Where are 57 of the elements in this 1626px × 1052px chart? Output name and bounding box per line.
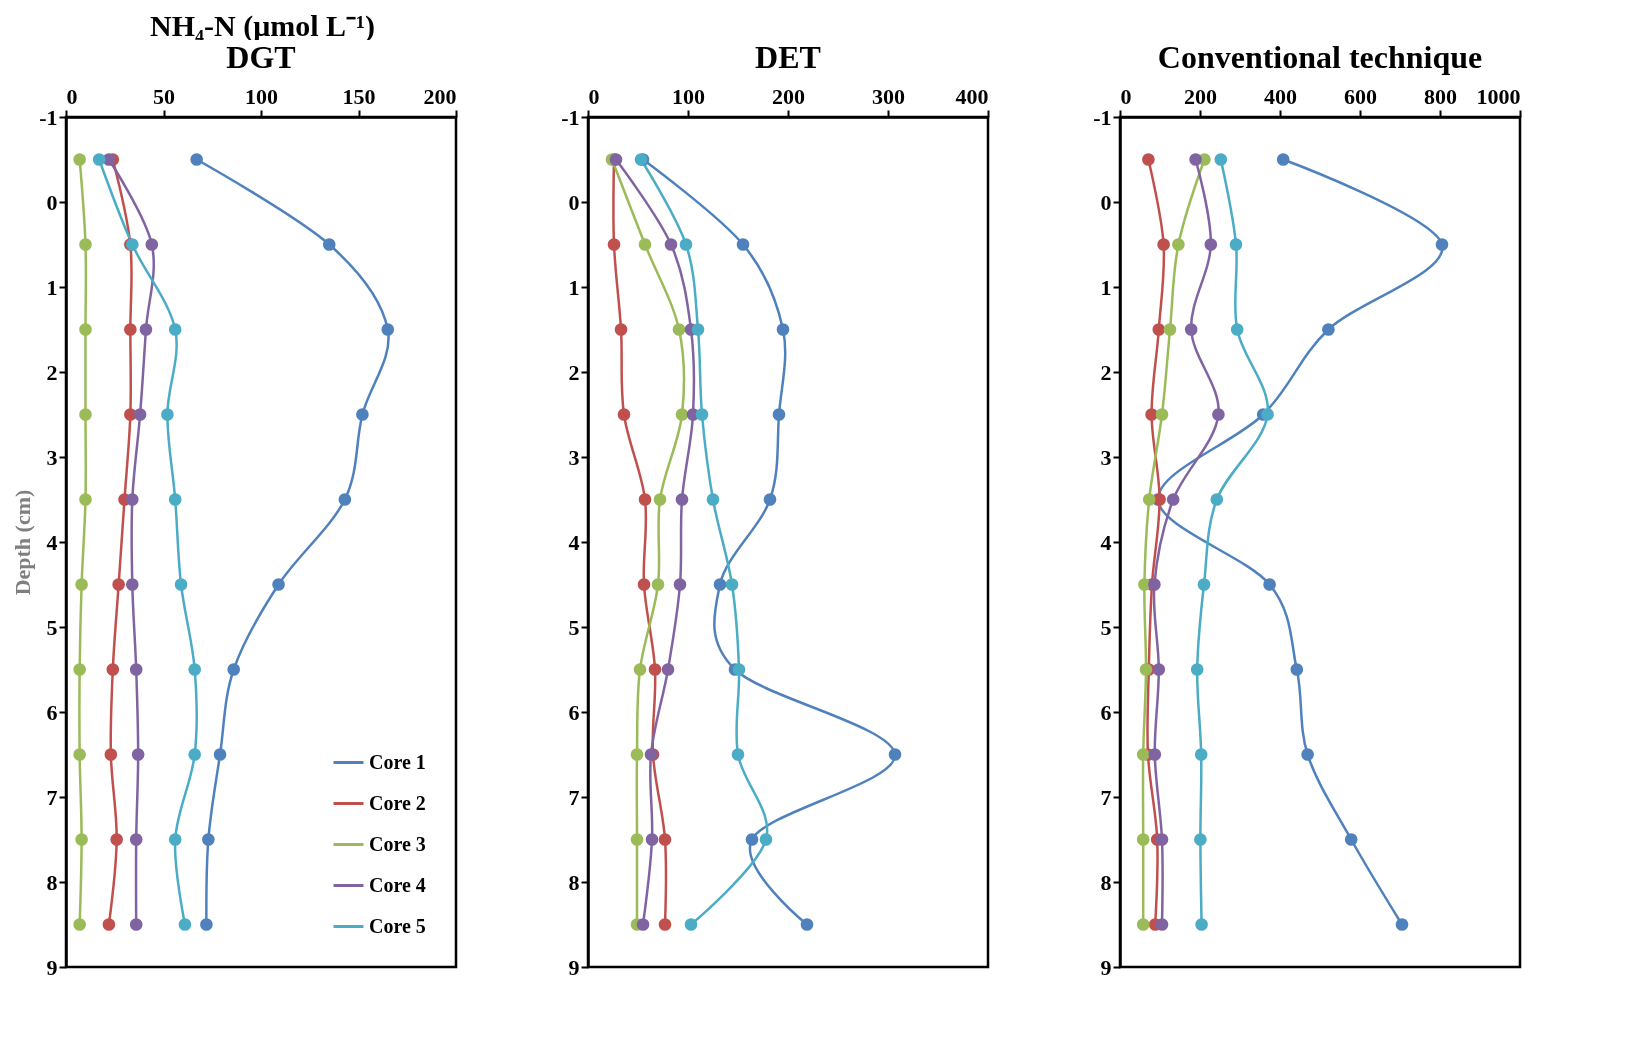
y-tick-label: 8 [568, 869, 580, 895]
y-tick-label: 1 [46, 274, 58, 300]
x-tick-label: 100 [672, 83, 705, 109]
chart-title: DET [755, 39, 821, 75]
y-tick-label: -1 [561, 104, 580, 130]
legend-label: Core 2 [369, 791, 426, 814]
legend-label: Core 4 [369, 873, 426, 896]
x-tick-label: 50 [153, 83, 175, 109]
y-tick-label: 7 [1100, 784, 1112, 810]
x-tick-label: 150 [342, 83, 376, 109]
y-tick-label: 0 [568, 189, 580, 215]
x-tick-label: 200 [1184, 83, 1217, 109]
y-tick-label: 3 [568, 444, 580, 470]
y-tick-label: 4 [568, 529, 580, 555]
legend-label: Core 3 [369, 832, 426, 855]
legend-label: Core 5 [369, 914, 426, 937]
y-tick-label: 9 [46, 954, 58, 980]
y-tick-label: 4 [46, 529, 58, 555]
x-tick-label: 200 [772, 83, 805, 109]
y-tick-label: 2 [46, 359, 58, 385]
chart-title: Conventional technique [1157, 39, 1483, 75]
x-tick-label: 800 [1424, 83, 1457, 109]
y-tick-label: 3 [1100, 444, 1112, 470]
y-tick-label: 1 [568, 274, 580, 300]
y-tick-label: -1 [39, 104, 58, 130]
legend-label: Core 1 [369, 750, 426, 773]
x-tick-label: 0 [1120, 83, 1132, 109]
y-tick-label: 5 [46, 614, 58, 640]
y-tick-label: 0 [1100, 189, 1112, 215]
y-tick-label: 0 [46, 189, 58, 215]
y-tick-label: 2 [1100, 359, 1112, 385]
y-tick-label: 9 [568, 954, 580, 980]
y-tick-label: 5 [568, 614, 580, 640]
y-tick-label: 6 [1100, 699, 1112, 725]
x-tick-label: 0 [66, 83, 78, 109]
y-tick-label: 8 [46, 869, 58, 895]
y-tick-label: 4 [1100, 529, 1112, 555]
x-tick-label: 0 [588, 83, 600, 109]
y-axis-title: Depth (cm) [10, 489, 36, 596]
y-tick-label: -1 [1093, 104, 1112, 130]
x-tick-label: 600 [1344, 83, 1377, 109]
x-tick-label: 1000 [1476, 83, 1521, 109]
y-tick-label: 5 [1100, 614, 1112, 640]
x-tick-label: 100 [245, 83, 278, 109]
x-tick-label: 400 [1264, 83, 1297, 109]
x-tick-label: 400 [955, 83, 989, 109]
x-tick-label: 200 [423, 83, 457, 109]
y-tick-label: 2 [568, 359, 580, 385]
y-tick-label: 1 [1100, 274, 1112, 300]
y-tick-label: 6 [46, 699, 58, 725]
y-tick-label: 7 [46, 784, 58, 810]
y-tick-label: 9 [1100, 954, 1112, 980]
x-tick-label: 300 [872, 83, 905, 109]
y-tick-label: 3 [46, 444, 58, 470]
y-tick-label: 7 [568, 784, 580, 810]
y-tick-label: 8 [1100, 869, 1112, 895]
y-tick-label: 6 [568, 699, 580, 725]
